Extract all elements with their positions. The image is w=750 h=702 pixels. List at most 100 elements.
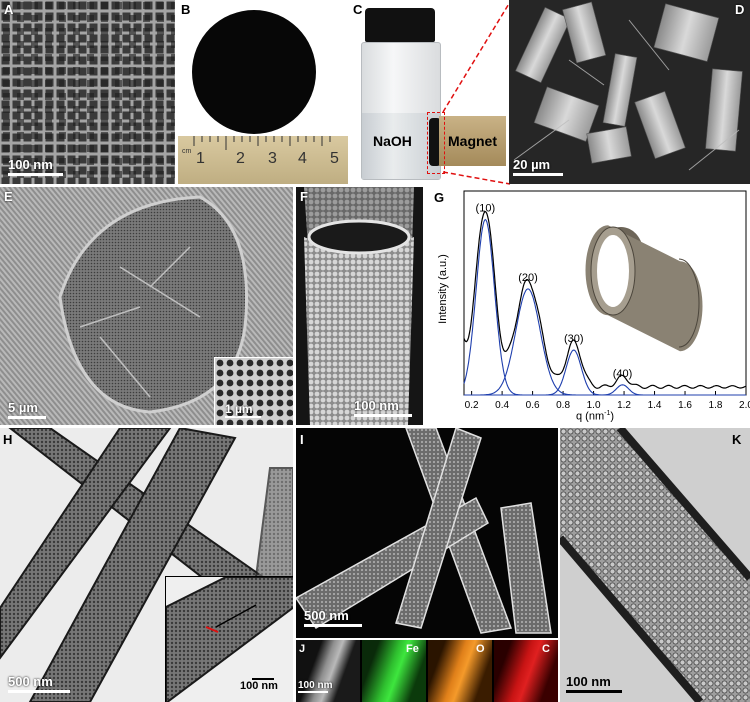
panel-b-label: B [181,2,191,17]
panel-a-tem-image: A 100 nm [0,0,175,184]
panel-h-scale-line [8,690,70,693]
panel-a-scale-bar: 100 nm [8,157,68,176]
panel-j-scale-text: 100 nm [298,680,333,691]
panel-k-tem-image: K 100 nm [560,428,750,702]
panel-j-label: J [299,643,306,655]
panel-k-label: K [732,432,742,447]
x-tick-label-9: 2.0 [739,400,750,411]
panel-e-inset-scale-text: 1 µm [225,402,253,416]
panel-a-label: A [4,2,14,17]
saxs-plot: 0.2 0.4 0.6 0.8 1.0 1.2 1.4 1.6 1.8 2.0 (10) (20) (… [463,190,750,411]
panel-a-scale-line [8,173,63,176]
panel-c-dashed-box [427,112,445,174]
panel-g-label: G [434,190,445,205]
chart-x-axis-label-sup: -1 [604,410,611,417]
panel-j-scale-line [298,691,328,693]
panel-b-ruler-number-1: 1 [196,150,205,167]
panel-k-scale-text: 100 nm [566,674,611,689]
panel-j-eds-maps: Fe O C J 100 nm [296,640,558,702]
panel-a-nanocube-pattern [0,0,175,184]
panel-j-scale-bar: 100 nm [298,680,358,693]
panel-d-scale-text: 20 µm [513,157,551,172]
panel-j-o-map [428,640,492,702]
panel-c-label: C [353,2,363,17]
peak-label-3: (40) [613,368,633,380]
panel-b-ruler-number-5: 5 [330,150,339,167]
panel-c-magnet [439,116,506,166]
panel-b-ruler-number-4: 4 [298,150,307,167]
panel-e-inset-scale-line [225,416,261,418]
panel-b-ruler-ticks [193,136,331,150]
panel-i-scale-bar: 500 nm [304,608,374,627]
panel-e-inset-scale-bar: 1 µm [225,402,275,418]
panel-b-ruler-number-3: 3 [268,150,277,167]
panel-h-inset-scale-text: 100 nm [240,680,278,692]
x-tick-label-1: 0.4 [495,400,509,411]
x-tick-label-4: 1.0 [587,400,601,411]
panel-d-bundles [513,1,743,171]
peak-label-0: (10) [476,203,496,215]
x-tick-label-3: 0.8 [556,400,570,411]
chart-x-axis-label-end: ) [610,410,615,423]
panel-h-inset: 100 nm [165,576,293,702]
fit-peak-3 [464,384,746,396]
panel-h-label: H [3,432,13,447]
panel-h-inset-scale-line [252,678,274,680]
panel-e-bundle-cross-section [0,187,293,425]
x-tick-label-2: 0.6 [526,400,540,411]
panel-h-inset-scale-bar: 100 nm [240,678,290,692]
panel-e-inset: 1 µm [214,357,293,425]
panel-c-naoh-text: NaOH [373,133,412,149]
panel-i-stem-image: I 500 nm [296,428,558,638]
panel-i-scale-text: 500 nm [304,608,349,623]
panel-a-scale-text: 100 nm [8,157,53,172]
x-tick-label-8: 1.8 [709,400,723,411]
x-tick-label-0: 0.2 [465,400,479,411]
panel-b-ruler-number-2: 2 [236,150,245,167]
panel-e-inset-pores [215,358,293,425]
panel-j-fe-map [362,640,426,702]
panel-b-ruler-unit: cm [182,148,192,155]
panel-f-nanotube [304,187,414,425]
panel-j-c-text: C [542,643,550,655]
panel-f-scale-text: 100 nm [354,398,399,413]
nanotube-schematic-icon [585,225,703,352]
panel-e-scale-line [8,416,46,419]
panel-i-scale-line [304,624,362,627]
x-tick-label-7: 1.6 [678,400,692,411]
panel-d-scale-line [513,173,563,176]
panel-k-scale-line [566,690,622,693]
panel-j-c-map [494,640,558,702]
panel-e-scale-bar: 5 µm [8,400,68,419]
panel-f-sem-image: F 100 nm [296,187,423,425]
panel-i-label: I [300,432,304,447]
panel-k-tube-wall [560,428,750,702]
panel-f-scale-bar: 100 nm [354,398,414,417]
panel-d-label: D [735,2,745,17]
panel-k-scale-bar: 100 nm [566,674,636,693]
chart-x-axis-label: q (nm-1) [576,410,614,423]
panel-g-saxs-chart: 0.2 0.4 0.6 0.8 1.0 1.2 1.4 1.6 1.8 2.0 (10) (20) (… [426,187,750,425]
panel-c-photo: NaOH Magnet C [351,0,506,184]
panel-c-magnet-text: Magnet [448,133,497,149]
panel-e-label: E [4,189,13,204]
chart-y-axis-label: Intensity (a.u.) [437,254,449,324]
panel-j-o-text: O [476,643,485,655]
data-curve [463,210,747,390]
chart-x-axis-label-main: q (nm [576,410,605,423]
panel-b-ruler: cm 1 2 3 4 5 [178,136,348,184]
panel-b-photo: cm 1 2 3 4 5 B [178,0,348,184]
panel-j-fe-text: Fe [406,643,419,655]
panel-f-label: F [300,189,308,204]
panel-c-black-deposit [429,118,441,166]
peak-label-1: (20) [518,272,538,284]
panel-c-vial-cap [365,8,435,42]
panel-h-scale-text: 500 nm [8,674,53,689]
panel-h-scale-bar: 500 nm [8,674,78,693]
panel-b-black-disc [192,10,316,134]
panel-h-tem-image: 100 nm H 500 nm [0,428,293,702]
panel-h-inset-tube [166,577,293,702]
panel-i-tubes [296,428,552,634]
peak-label-2: (30) [564,333,584,345]
x-tick-label-6: 1.4 [648,400,662,411]
